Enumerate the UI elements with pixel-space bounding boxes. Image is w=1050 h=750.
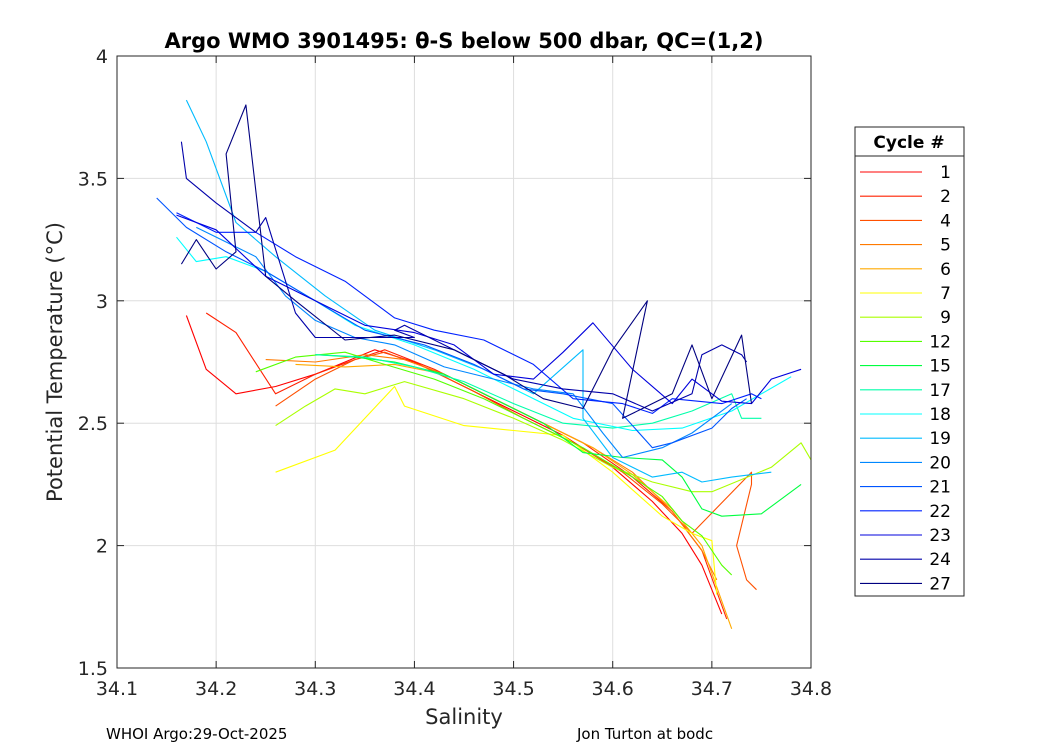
- x-tick-label: 34.1: [96, 678, 138, 700]
- series-line-cycle-22: [176, 212, 762, 414]
- x-tick-label: 34.3: [294, 678, 336, 700]
- legend-label-cycle-5: 5: [940, 236, 951, 256]
- x-axis-label: Salinity: [425, 705, 503, 729]
- legend-label-cycle-24: 24: [929, 550, 951, 570]
- y-tick-label: 3: [96, 291, 108, 313]
- footer-source: WHOI Argo:29-Oct-2025: [106, 725, 288, 743]
- axes-box: [116, 55, 812, 669]
- series-line-cycle-23: [176, 214, 802, 405]
- legend-label-cycle-19: 19: [929, 429, 951, 449]
- legend-label-cycle-23: 23: [929, 526, 951, 546]
- series-line-cycle-7: [275, 385, 718, 595]
- y-tick-label: 4: [96, 46, 108, 68]
- y-axis-label: Potential Temperature (°C): [43, 222, 67, 502]
- legend-label-cycle-17: 17: [929, 381, 951, 401]
- axis-ticks: 34.1 34.2 34.3 34.4 34.5 34.6 34.7 34.8 1.5 2 2.5 3…: [78, 46, 832, 700]
- legend-title: Cycle #: [873, 133, 944, 153]
- y-tick-label: 2.5: [78, 413, 108, 435]
- series-line-cycle-20: [196, 226, 733, 459]
- series-line-cycle-18: [176, 236, 792, 432]
- x-tick-label: 34.5: [492, 678, 534, 700]
- series-line-cycle-17: [315, 354, 762, 429]
- legend-label-cycle-7: 7: [940, 284, 951, 304]
- legend-label-cycle-20: 20: [929, 453, 951, 473]
- y-tick-label: 2: [96, 536, 108, 558]
- legend-label-cycle-27: 27: [929, 574, 951, 594]
- y-tick-label: 1.5: [78, 658, 108, 680]
- legend-label-cycle-4: 4: [940, 211, 951, 231]
- chart-title: Argo WMO 3901495: θ-S below 500 dbar, QC…: [165, 29, 764, 53]
- footer-author: Jon Turton at bodc: [577, 725, 714, 743]
- x-tick-label: 34.2: [195, 678, 237, 700]
- legend-label-cycle-6: 6: [940, 260, 951, 280]
- legend-box: [854, 126, 965, 597]
- x-tick-label: 34.6: [592, 678, 634, 700]
- x-tick-label: 34.8: [790, 678, 832, 700]
- series-line-cycle-9: [275, 381, 812, 493]
- legend-label-cycle-12: 12: [929, 332, 951, 352]
- legend-label-cycle-15: 15: [929, 357, 951, 377]
- legend-label-cycle-2: 2: [940, 187, 951, 207]
- x-tick-label: 34.7: [691, 678, 733, 700]
- legend-label-cycle-21: 21: [929, 478, 951, 498]
- legend-label-cycle-22: 22: [929, 502, 951, 522]
- legend-label-cycle-18: 18: [929, 405, 951, 425]
- legend-label-cycle-1: 1: [940, 163, 951, 183]
- series-line-cycle-27: [180, 104, 753, 419]
- series-line-cycle-24: [180, 141, 748, 412]
- series-lines: [156, 99, 812, 629]
- x-tick-label: 34.4: [393, 678, 435, 700]
- legend-label-cycle-9: 9: [940, 308, 951, 328]
- y-tick-label: 3.5: [78, 168, 108, 190]
- series-line-cycle-15: [315, 354, 802, 517]
- series-line-cycle-21: [156, 197, 747, 449]
